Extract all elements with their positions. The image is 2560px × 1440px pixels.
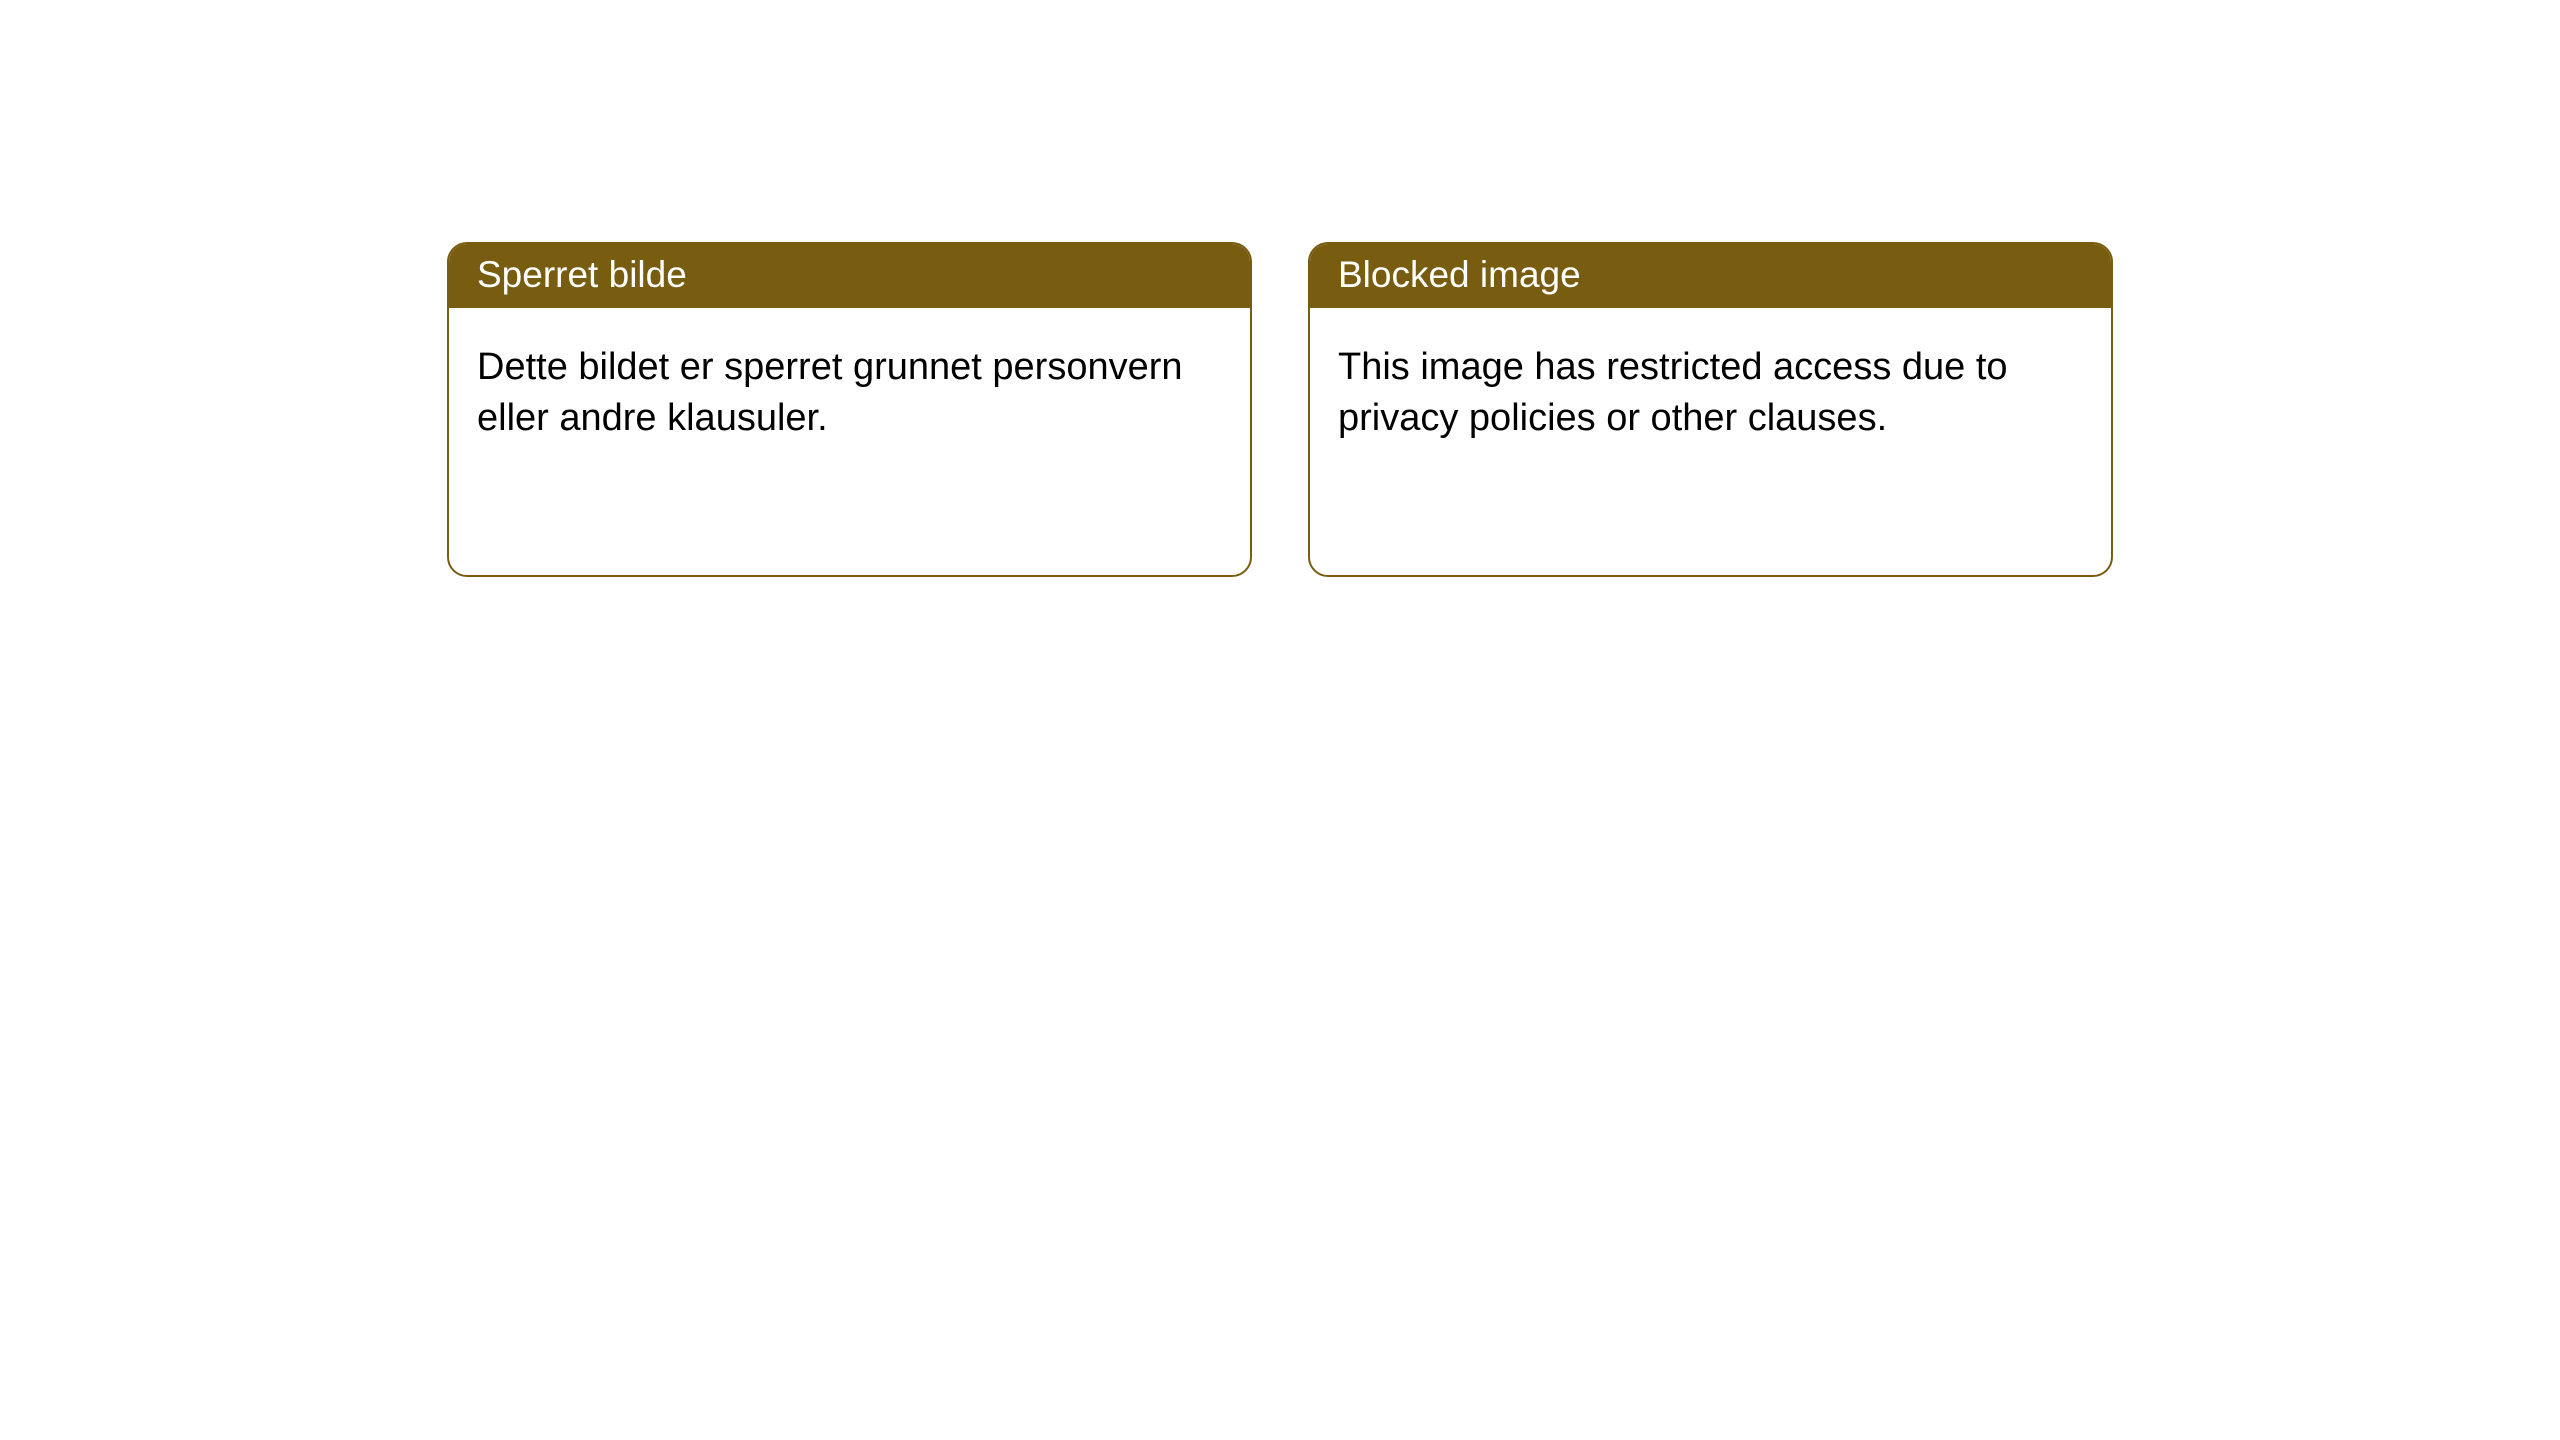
- card-body-text: This image has restricted access due to …: [1338, 346, 2008, 439]
- card-title: Sperret bilde: [477, 254, 687, 295]
- card-title: Blocked image: [1338, 254, 1581, 295]
- card-body: This image has restricted access due to …: [1310, 308, 2111, 479]
- card-body: Dette bildet er sperret grunnet personve…: [449, 308, 1250, 479]
- notice-cards-container: Sperret bilde Dette bildet er sperret gr…: [447, 242, 2113, 577]
- card-header: Blocked image: [1310, 244, 2111, 308]
- card-body-text: Dette bildet er sperret grunnet personve…: [477, 346, 1183, 439]
- notice-card-norwegian: Sperret bilde Dette bildet er sperret gr…: [447, 242, 1252, 577]
- notice-card-english: Blocked image This image has restricted …: [1308, 242, 2113, 577]
- card-header: Sperret bilde: [449, 244, 1250, 308]
